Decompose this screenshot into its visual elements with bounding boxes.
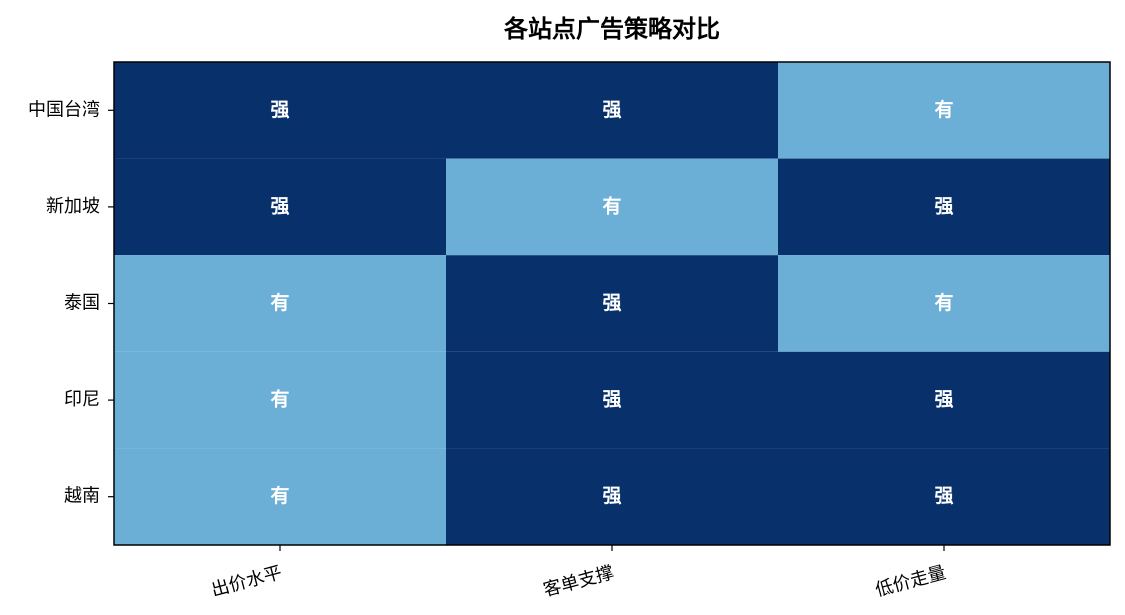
y-tick-label: 新加坡 bbox=[46, 196, 100, 217]
x-tick-label: 出价水平 bbox=[209, 562, 284, 601]
cell bbox=[778, 351, 1110, 449]
y-tick-label: 中国台湾 bbox=[28, 99, 100, 120]
cell bbox=[114, 255, 446, 352]
cell bbox=[446, 255, 778, 352]
cell bbox=[114, 351, 446, 449]
cell-label: 强 bbox=[602, 99, 621, 121]
cell-label: 强 bbox=[270, 99, 289, 121]
cell-label: 有 bbox=[270, 388, 289, 411]
cell-label: 强 bbox=[602, 485, 621, 507]
y-tick-label: 印尼 bbox=[64, 389, 100, 410]
cell bbox=[114, 62, 446, 159]
cell-label: 强 bbox=[934, 389, 953, 411]
cell-label: 强 bbox=[934, 485, 953, 507]
chart-title: 各站点广告策略对比 bbox=[503, 15, 720, 43]
cell bbox=[446, 158, 778, 256]
cell-label: 有 bbox=[270, 484, 289, 507]
x-tick-label: 低价走量 bbox=[873, 562, 948, 601]
cell-label: 强 bbox=[602, 389, 621, 411]
cell bbox=[778, 62, 1110, 159]
cell bbox=[446, 62, 778, 159]
cell bbox=[446, 448, 778, 545]
cell bbox=[114, 158, 446, 256]
cell bbox=[778, 255, 1110, 352]
cell-label: 强 bbox=[602, 292, 621, 314]
cell-label: 强 bbox=[934, 195, 953, 217]
x-tick-label: 客单支撑 bbox=[541, 562, 616, 601]
cell-label: 有 bbox=[602, 194, 621, 217]
y-tick-label: 泰国 bbox=[64, 293, 100, 314]
cell bbox=[446, 351, 778, 449]
cell bbox=[778, 158, 1110, 256]
y-tick-label: 越南 bbox=[64, 486, 100, 507]
cell-label: 强 bbox=[270, 195, 289, 217]
cell-label: 有 bbox=[934, 291, 953, 314]
cell-label: 有 bbox=[270, 291, 289, 314]
cell bbox=[778, 448, 1110, 545]
cell-label: 有 bbox=[934, 98, 953, 121]
cell bbox=[114, 448, 446, 545]
